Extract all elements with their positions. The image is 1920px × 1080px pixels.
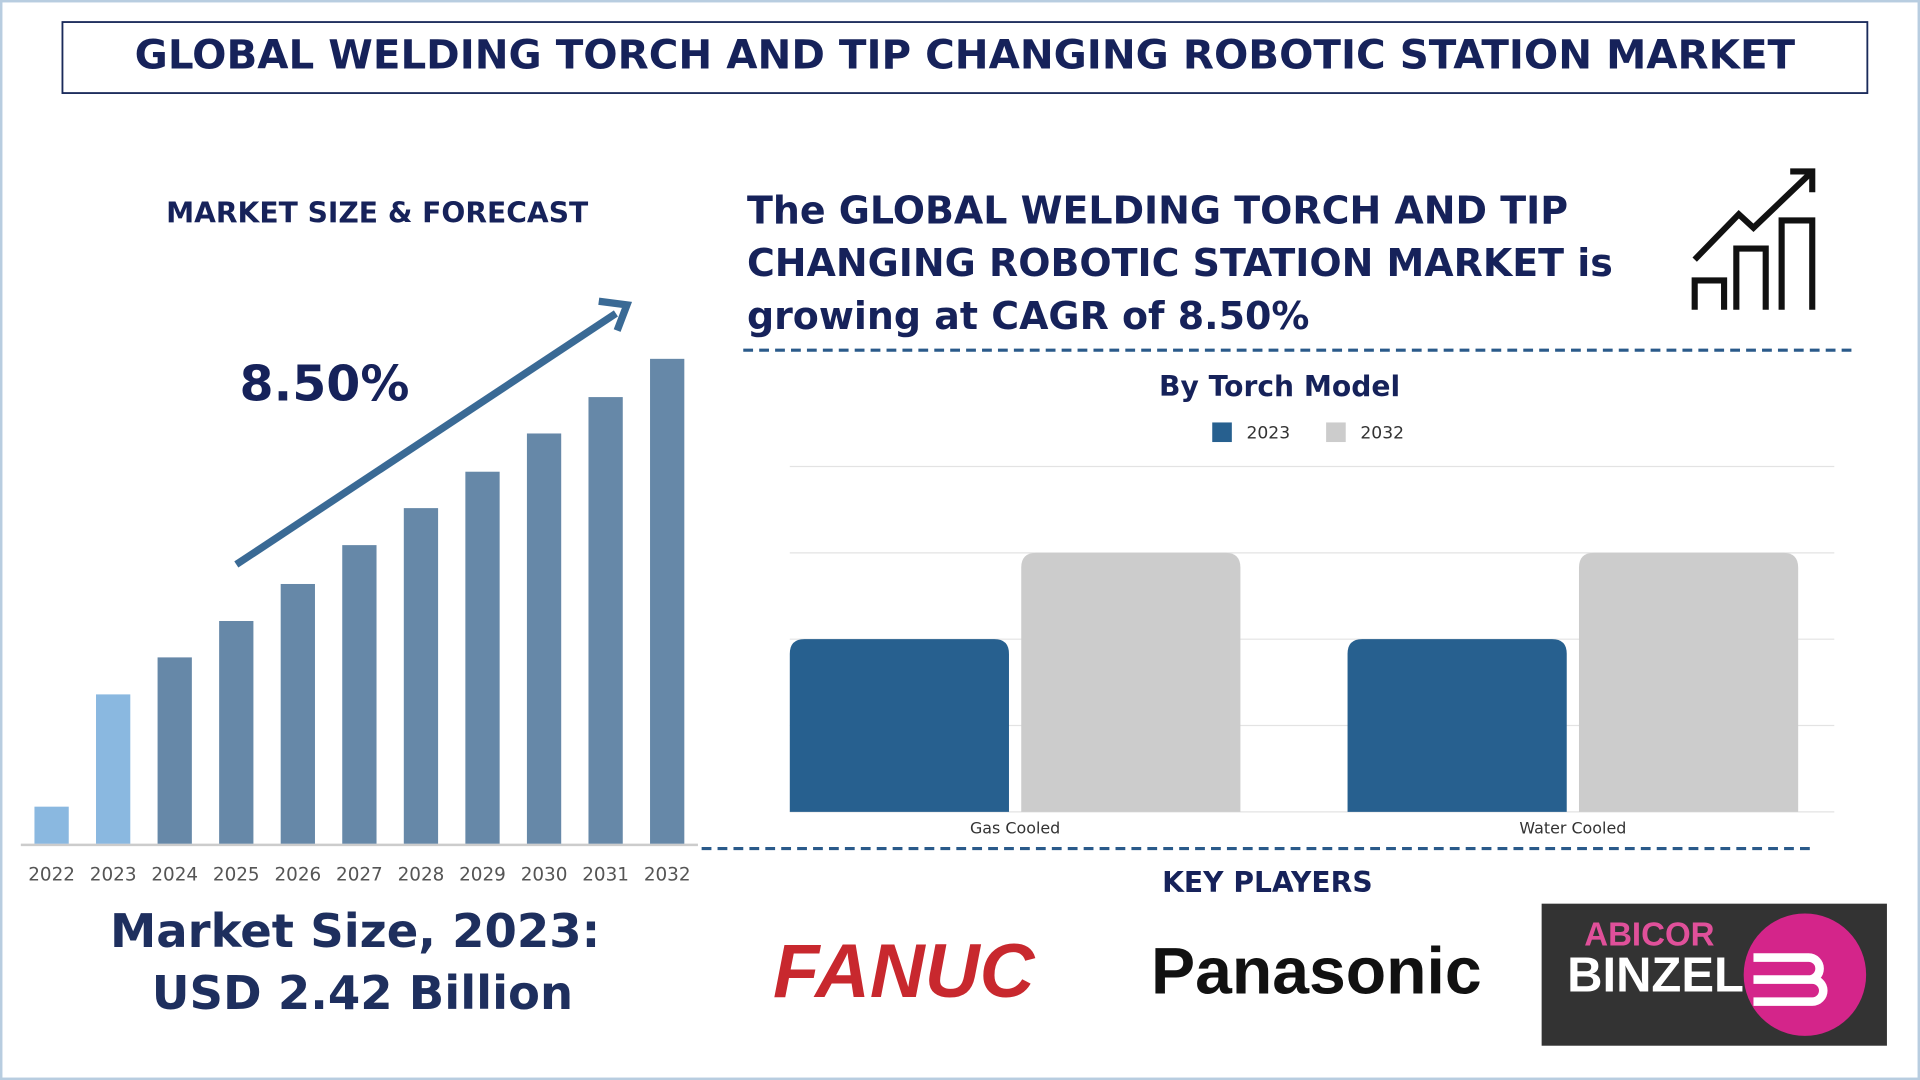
logo-text: ABICOR bbox=[1584, 916, 1714, 953]
legend-swatch bbox=[1212, 422, 1232, 443]
market-size: Market Size, 2023: bbox=[110, 904, 600, 958]
logo-binzel: ABICOR BINZEL bbox=[1541, 903, 1887, 1046]
headline-line: The GLOBAL WELDING TORCH AND TIP bbox=[747, 189, 1568, 233]
bar bbox=[96, 694, 131, 844]
bar bbox=[1021, 552, 1241, 812]
x-tick-label: 2032 bbox=[644, 865, 691, 886]
headline-line: growing at CAGR of 8.50% bbox=[747, 294, 1309, 338]
title-box bbox=[61, 21, 1869, 94]
bar bbox=[34, 806, 69, 844]
bar bbox=[1578, 552, 1799, 812]
title: GLOBAL WELDING TORCH AND TIP CHANGING RO… bbox=[135, 31, 1796, 79]
x-tick-label: 2027 bbox=[336, 865, 383, 886]
bar bbox=[403, 508, 439, 844]
x-tick-label: 2030 bbox=[521, 865, 568, 886]
bar bbox=[157, 657, 192, 844]
bar bbox=[588, 397, 623, 844]
bar bbox=[342, 545, 377, 844]
headline-line: CHANGING ROBOTIC STATION MARKET is bbox=[747, 241, 1613, 285]
logo-text: BINZEL bbox=[1567, 948, 1744, 1002]
legend-label: 2032 bbox=[1360, 423, 1404, 443]
growth-arrow bbox=[234, 297, 633, 568]
logo-panasonic: Panasonic bbox=[1151, 934, 1482, 1008]
bar bbox=[280, 583, 315, 844]
left-heading: MARKET SIZE & FORECAST bbox=[166, 196, 589, 229]
cagr: 8.50% bbox=[240, 355, 410, 412]
x-tick-label: 2028 bbox=[398, 865, 445, 886]
chart-title: By Torch Model bbox=[1159, 370, 1400, 403]
legend-label: 2023 bbox=[1247, 423, 1291, 443]
x-tick-label: 2031 bbox=[582, 865, 629, 886]
bar bbox=[465, 471, 500, 844]
legend-swatch bbox=[1326, 422, 1346, 443]
x-tick-label: 2023 bbox=[90, 865, 137, 886]
x-tick-label: 2026 bbox=[274, 865, 321, 886]
bar bbox=[526, 433, 562, 844]
bar bbox=[219, 620, 254, 844]
x-tick-label: 2029 bbox=[459, 865, 506, 886]
x-tick-label: 2025 bbox=[213, 865, 260, 886]
x-tick-label: Water Cooled bbox=[1519, 818, 1626, 837]
key-players-heading: KEY PLAYERS bbox=[1162, 866, 1372, 899]
x-tick-label: Gas Cooled bbox=[970, 818, 1060, 837]
growth-icon bbox=[1691, 168, 1816, 310]
market-size: USD 2.42 Billion bbox=[152, 966, 573, 1020]
bar bbox=[650, 358, 685, 844]
headline: The GLOBAL WELDING TORCH AND TIP CHANGIN… bbox=[747, 189, 1613, 338]
x-tick-label: 2022 bbox=[28, 865, 75, 886]
bar bbox=[789, 639, 1009, 812]
x-tick-label: 2024 bbox=[151, 865, 198, 886]
logo-fanuc: FANUC bbox=[773, 929, 1036, 1014]
bar bbox=[1347, 639, 1567, 812]
